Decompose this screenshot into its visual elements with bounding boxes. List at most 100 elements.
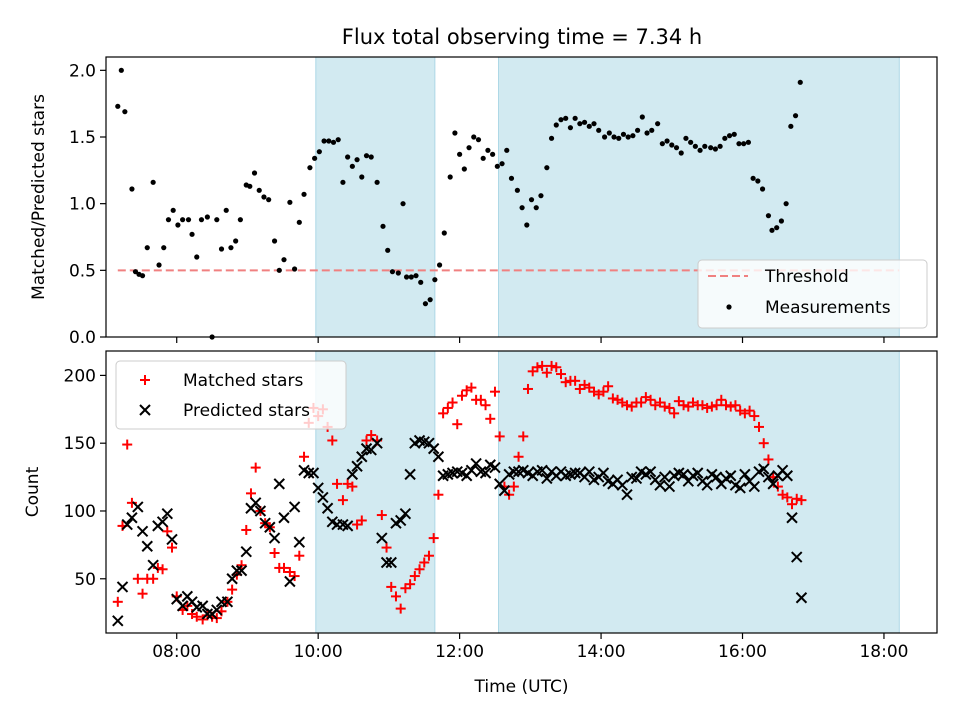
predicted-star-point	[380, 556, 393, 569]
predicted-star-point	[147, 559, 159, 571]
matched-star-point	[366, 430, 377, 441]
matched-star-point	[447, 397, 458, 408]
predicted-star-point	[385, 556, 397, 569]
measurement-point	[228, 245, 234, 251]
predicted-star-point	[663, 480, 676, 493]
matched-star-point	[299, 451, 310, 462]
predicted-star-point	[739, 468, 751, 481]
measurement-point	[466, 145, 472, 151]
measurement-point	[368, 154, 374, 160]
measurement-point	[144, 245, 150, 251]
measurement-point	[400, 201, 406, 207]
predicted-star-point	[317, 491, 329, 504]
bottom-legend: Matched stars Predicted stars	[115, 360, 347, 430]
matched-star-point	[480, 400, 491, 411]
predicted-star-point	[725, 470, 737, 482]
matched-star-point	[744, 405, 755, 416]
predicted-star-point	[659, 471, 671, 483]
matched-star-point	[711, 400, 722, 411]
measurement-point	[783, 201, 789, 207]
measurement-point	[115, 103, 121, 109]
matched-star-point	[603, 381, 614, 392]
measurement-point	[218, 246, 225, 252]
measurement-point	[514, 187, 520, 193]
predicted-star-point	[371, 437, 383, 449]
measurement-point	[170, 207, 176, 213]
measurement-point	[538, 193, 544, 199]
measurement-point	[122, 109, 128, 115]
predicted-star-point	[470, 457, 482, 470]
measurement-point	[692, 143, 698, 149]
measurement-point	[774, 225, 780, 231]
predicted-star-point	[616, 479, 628, 491]
measurement-point	[374, 179, 380, 185]
measurement-point	[697, 147, 703, 153]
measurement-point	[741, 141, 747, 147]
measurement-point	[504, 147, 510, 153]
predicted-star-point	[541, 472, 553, 485]
matched-star-point	[513, 451, 524, 462]
measurement-point	[544, 165, 550, 171]
predicted-star-point	[132, 501, 144, 513]
matched-star-point	[236, 560, 247, 571]
measurement-point	[354, 157, 360, 163]
measurement-point	[769, 227, 775, 233]
measurement-point	[198, 217, 205, 223]
matched-star-point	[376, 510, 387, 521]
legend-matched-mark	[140, 375, 150, 385]
measurement-point	[189, 231, 195, 237]
predicted-star-point	[221, 596, 234, 608]
predicted-star-point	[654, 479, 666, 491]
matched-star-point	[414, 564, 425, 575]
y-tick-label: 1.0	[69, 195, 96, 215]
predicted-star-point	[630, 472, 643, 485]
matched-star-point	[466, 382, 477, 393]
legend-threshold-label: Threshold	[764, 267, 849, 287]
top-shaded-interval	[315, 56, 436, 338]
x-tick-label: 10:00	[294, 642, 343, 662]
measurement-point	[291, 266, 298, 272]
predicted-star-point	[166, 533, 178, 546]
matched-star-point	[250, 462, 261, 473]
measurement-point	[553, 122, 559, 128]
predicted-star-point	[489, 461, 501, 474]
measurement-point	[363, 153, 370, 159]
predicted-star-point	[710, 471, 723, 483]
measurement-point	[301, 191, 307, 197]
predicted-star-point	[278, 512, 290, 524]
matched-star-point	[433, 489, 444, 500]
measurement-point	[519, 205, 525, 211]
predicted-star-point	[376, 532, 388, 544]
predicted-star-point	[748, 480, 761, 493]
measurement-point	[385, 247, 391, 253]
measurement-point	[750, 175, 756, 181]
measurement-point	[471, 134, 477, 140]
predicted-star-point	[321, 502, 334, 514]
measurement-point	[755, 178, 761, 184]
measurement-point	[330, 139, 337, 145]
matched-star-point	[489, 386, 500, 397]
measurement-point	[427, 297, 433, 303]
predicted-star-point	[351, 460, 363, 472]
predicted-star-point	[404, 468, 416, 481]
matched-star-point	[485, 413, 496, 424]
measurement-point	[708, 145, 714, 151]
matched-star-point	[555, 369, 566, 380]
predicted-star-point	[394, 514, 407, 527]
measurement-point	[287, 199, 293, 205]
measurement-point	[485, 147, 491, 153]
bottom-axes-frame	[105, 350, 938, 634]
measurement-point	[490, 151, 496, 157]
predicted-star-point	[112, 615, 124, 627]
measurement-point	[395, 270, 401, 276]
matched-star-point	[428, 533, 439, 544]
predicted-star-point	[249, 497, 262, 509]
matched-star-point	[787, 499, 798, 510]
predicted-star-point	[677, 468, 690, 481]
measurement-point	[688, 139, 694, 145]
matched-star-point	[763, 454, 774, 465]
matched-star-point	[132, 573, 143, 584]
measurement-point	[499, 161, 505, 167]
bottom-shaded-intervals	[315, 350, 900, 634]
